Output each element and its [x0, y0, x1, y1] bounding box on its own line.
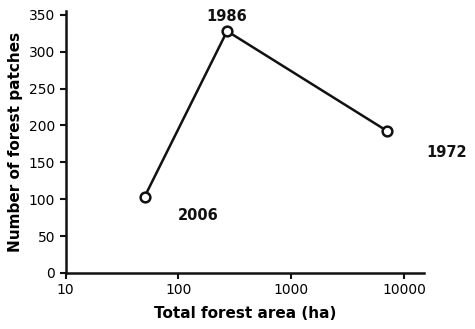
Text: 1986: 1986: [207, 9, 247, 24]
Y-axis label: Number of forest patches: Number of forest patches: [9, 32, 23, 252]
Text: 1972: 1972: [426, 145, 466, 160]
Text: 2006: 2006: [178, 208, 219, 223]
X-axis label: Total forest area (ha): Total forest area (ha): [153, 306, 336, 321]
